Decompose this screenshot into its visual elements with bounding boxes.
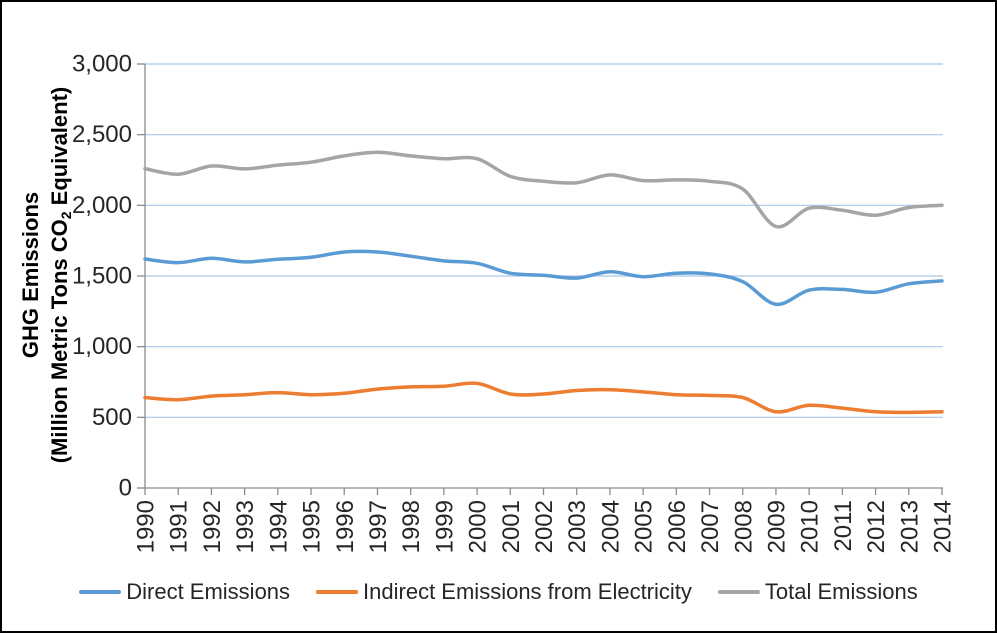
y-tick-label-2,000: 2,000 (72, 192, 132, 219)
x-tick-label-1991: 1991 (166, 500, 193, 553)
x-tick-label-2013: 2013 (896, 500, 923, 553)
x-tick-label-1996: 1996 (332, 500, 359, 553)
x-tick-label-1990: 1990 (133, 500, 160, 553)
x-tick-label-2011: 2011 (830, 500, 857, 552)
legend-label-total-emissions: Total Emissions (764, 579, 918, 604)
x-tick-label-2012: 2012 (863, 500, 890, 553)
x-tick-label-2005: 2005 (631, 500, 658, 553)
x-tick-label-1999: 1999 (431, 500, 458, 553)
series-line-total-emissions (143, 150, 944, 229)
y-tick-label-1,500: 1,500 (72, 263, 132, 290)
x-tick-label-1995: 1995 (299, 500, 326, 553)
x-tick-label-1993: 1993 (232, 500, 259, 553)
x-tick-label-2006: 2006 (664, 500, 691, 553)
x-tick-label-2001: 2001 (498, 500, 525, 553)
x-tick-label-1997: 1997 (365, 500, 392, 553)
x-tick-label-1994: 1994 (265, 500, 292, 553)
legend-item-indirect-emissions: Indirect Emissions from Electricity (316, 579, 692, 605)
series-line-indirect-emissions-from-electricity (143, 381, 944, 415)
x-tick-label-2004: 2004 (597, 500, 624, 553)
y-tick-label-500: 500 (92, 404, 132, 431)
x-tick-label-2003: 2003 (564, 500, 591, 553)
x-tick-label-2000: 2000 (465, 500, 492, 553)
legend-label-indirect-emissions: Indirect Emissions from Electricity (363, 579, 692, 604)
y-tick-label-1,000: 1,000 (72, 333, 132, 360)
legend-label-direct-emissions: Direct Emissions (126, 579, 291, 604)
legend-swatch-indirect-emissions (316, 590, 359, 594)
legend-item-total-emissions: Total Emissions (717, 579, 918, 605)
y-tick-label-0: 0 (119, 475, 132, 502)
x-tick-label-1998: 1998 (398, 500, 425, 553)
x-tick-label-2009: 2009 (763, 500, 790, 553)
x-tick-label-2007: 2007 (697, 500, 724, 553)
x-tick-label-1992: 1992 (199, 500, 226, 553)
x-tick-label-2008: 2008 (730, 500, 757, 553)
x-tick-label-2014: 2014 (930, 500, 957, 553)
y-tick-label-3,000: 3,000 (72, 51, 132, 78)
y-tick-label-2,500: 2,500 (72, 121, 132, 148)
series-line-direct-emissions (143, 249, 944, 307)
legend-item-direct-emissions: Direct Emissions (79, 579, 290, 605)
x-tick-label-2010: 2010 (797, 500, 824, 553)
legend: Direct Emissions Indirect Emissions from… (2, 579, 995, 605)
x-tick-label-2002: 2002 (531, 500, 558, 553)
legend-swatch-total-emissions (717, 590, 760, 594)
legend-swatch-direct-emissions (79, 590, 122, 594)
